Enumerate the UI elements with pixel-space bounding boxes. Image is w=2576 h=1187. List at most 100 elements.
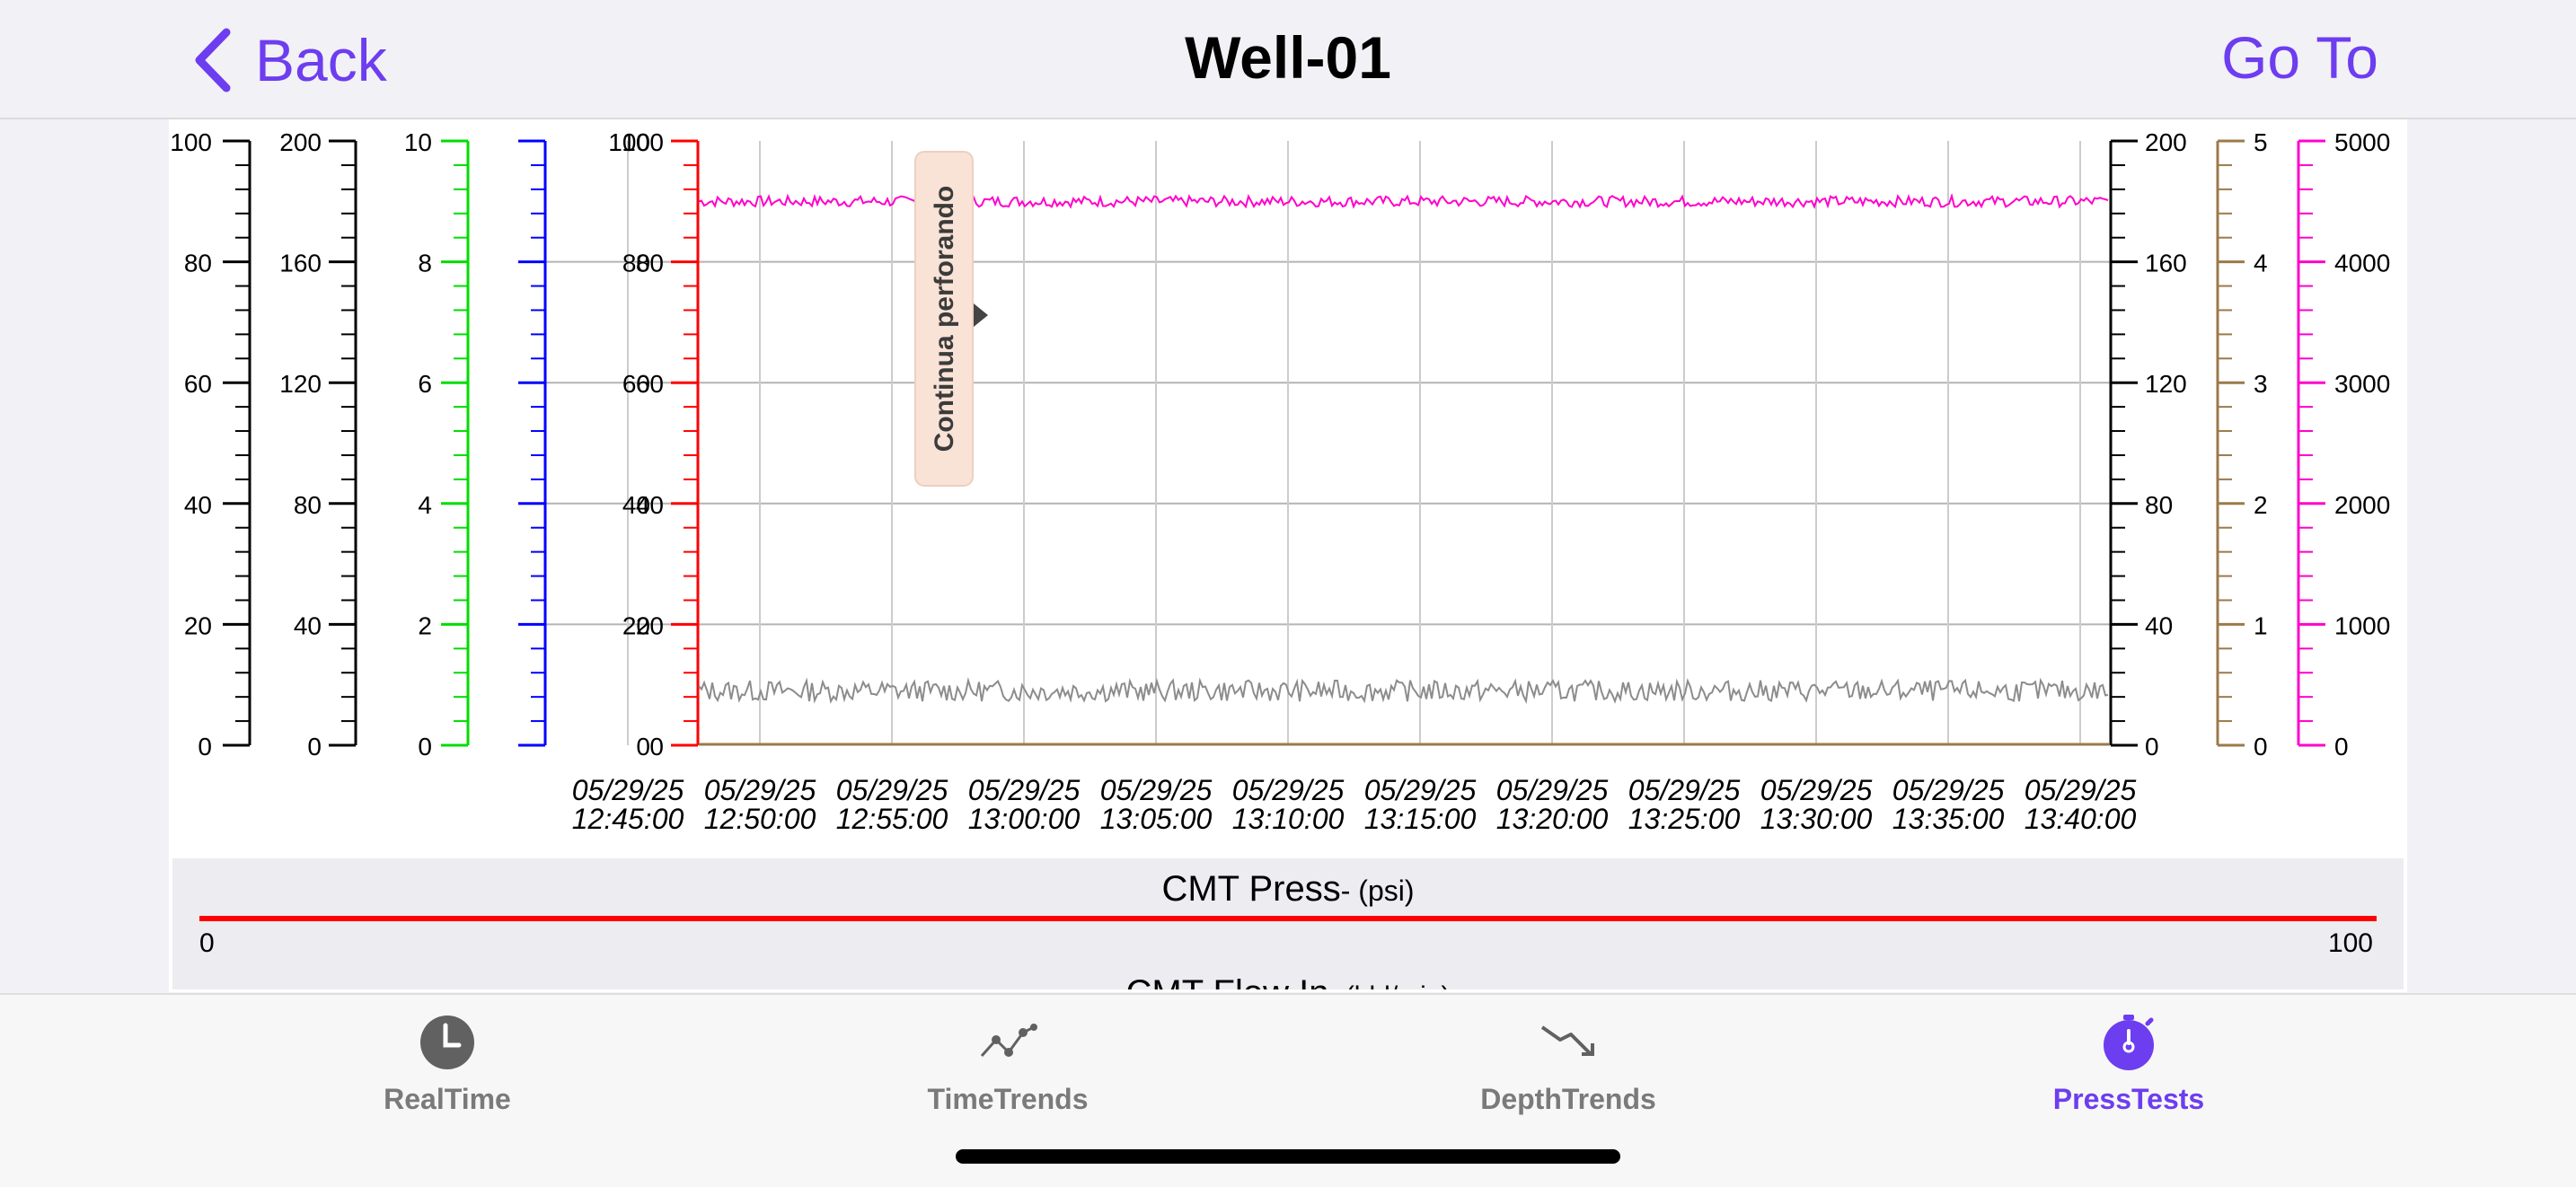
y-tick-label: 120 (2145, 370, 2187, 398)
y-tick-label: 3 (2254, 370, 2268, 398)
legend-item-name-2: CMT Flow In (1126, 973, 1329, 989)
stopwatch-icon (2104, 1015, 2154, 1070)
x-tick-date: 05/29/25 (1892, 774, 2005, 806)
chevron-left-icon (195, 28, 231, 92)
x-tick-time: 13:20:00 (1496, 803, 1609, 835)
y-tick-label: 2000 (2334, 491, 2390, 519)
y-tick-label: 0 (2145, 733, 2159, 761)
y-tick-label: 1000 (2334, 611, 2390, 639)
y-tick-label: 0 (198, 733, 212, 761)
y-tick-label: 8 (418, 250, 432, 277)
y-tick-label: 20 (184, 611, 212, 639)
trend-down-icon (1540, 1025, 1594, 1056)
tab-realtime[interactable]: RealTime (313, 1013, 582, 1116)
legend-item-unit-2: - (bbl/min) (1328, 981, 1450, 989)
y-tick-label: 200 (2145, 128, 2187, 156)
tab-presstests[interactable]: PressTests (1994, 1013, 2263, 1116)
tab-label: RealTime (384, 1083, 511, 1115)
y-tick-label: 2 (418, 611, 432, 639)
x-tick-time: 13:35:00 (1892, 803, 2005, 835)
y-tick-label: 0 (649, 733, 664, 761)
x-tick-time: 13:25:00 (1628, 803, 1741, 835)
tab-label: TimeTrends (927, 1083, 1089, 1115)
clock-icon (420, 1016, 474, 1069)
x-tick-date: 05/29/25 (836, 774, 948, 806)
annotation-pointer (974, 303, 988, 327)
x-tick-time: 13:40:00 (2025, 803, 2137, 835)
x-tick-time: 13:05:00 (1100, 803, 1213, 835)
x-tick-date: 05/29/25 (1628, 774, 1741, 806)
y-tick-label: 200 (279, 128, 322, 156)
legend-min-value: 0 (199, 928, 215, 958)
x-tick-date: 05/29/25 (1100, 774, 1213, 806)
go-to-button[interactable]: Go To (2221, 24, 2378, 91)
y-tick-label: 60 (184, 370, 212, 398)
y-tick-label: 10 (404, 128, 432, 156)
x-tick-time: 13:15:00 (1364, 803, 1477, 835)
line-chart-icon (980, 1024, 1037, 1057)
x-tick-date: 05/29/25 (2025, 774, 2137, 806)
y-tick-label: 100 (608, 128, 650, 156)
x-tick-time: 13:00:00 (968, 803, 1081, 835)
series-line-gray (698, 676, 2109, 705)
y-tick-label: 40 (2145, 611, 2173, 639)
back-button[interactable]: Back (190, 20, 387, 101)
tab-timetrends[interactable]: TimeTrends (873, 1013, 1142, 1116)
y-tick-label: 20 (636, 611, 664, 639)
y-tick-label: 4 (418, 491, 432, 519)
y-tick-label: 80 (2145, 491, 2173, 519)
legend-item-title-2: CMT Flow In- (bbl/min) (172, 973, 2404, 989)
y-tick-label: 60 (636, 370, 664, 398)
legend-max-value: 100 (2327, 928, 2373, 958)
y-tick-label: 80 (184, 250, 212, 277)
y-tick-label: 4000 (2334, 250, 2390, 277)
legend-color-bar (199, 916, 2377, 921)
x-tick-time: 12:50:00 (704, 803, 816, 835)
x-tick-time: 12:55:00 (836, 803, 948, 835)
x-tick-date: 05/29/25 (572, 774, 684, 806)
x-tick-date: 05/29/25 (1496, 774, 1609, 806)
time-trend-chart[interactable]: 05/29/2512:45:0005/29/2512:50:0005/29/25… (169, 119, 2407, 992)
legend-item-name: CMT Press (1161, 869, 1341, 909)
y-tick-label: 100 (622, 128, 664, 156)
legend-item-title: CMT Press- (psi) (172, 869, 2404, 910)
x-tick-date: 05/29/25 (704, 774, 816, 806)
y-tick-label: 80 (294, 491, 322, 519)
chart-panel: 05/29/25 12:45:00 05/29/25 12:50:00 05/29/25… (169, 119, 2407, 992)
x-tick-time: 13:10:00 (1232, 803, 1345, 835)
y-tick-label: 40 (622, 491, 650, 519)
page-title: Well-01 (1185, 24, 1391, 91)
y-tick-label: 120 (279, 370, 322, 398)
tab-label: PressTests (2052, 1083, 2205, 1115)
tab-label: DepthTrends (1480, 1083, 1656, 1115)
annotation-label: Continua perforando (930, 186, 959, 453)
y-tick-label: 40 (184, 491, 212, 519)
x-tick-time: 13:30:00 (1760, 803, 1873, 835)
x-tick-date: 05/29/25 (968, 774, 1081, 806)
back-label: Back (255, 27, 387, 93)
y-tick-label: 1 (2254, 611, 2268, 639)
y-tick-label: 0 (307, 733, 322, 761)
tab-depthtrends[interactable]: DepthTrends (1434, 1013, 1703, 1116)
home-indicator (956, 1149, 1620, 1164)
series-line-pink (698, 192, 2109, 209)
annotation-box (914, 151, 974, 487)
legend-item-unit: - (psi) (1340, 875, 1415, 907)
y-tick-label: 80 (636, 250, 664, 277)
y-tick-label: 4 (2254, 250, 2268, 277)
y-tick-label: 0 (636, 733, 650, 761)
x-tick-time: 12:45:00 (572, 803, 684, 835)
y-tick-label: 2 (2254, 491, 2268, 519)
y-tick-label: 5 (2254, 128, 2268, 156)
y-tick-label: 60 (622, 370, 650, 398)
y-tick-label: 160 (2145, 250, 2187, 277)
y-tick-label: 160 (279, 250, 322, 277)
y-tick-label: 40 (294, 611, 322, 639)
y-tick-label: 20 (622, 611, 650, 639)
y-tick-label: 0 (2334, 733, 2349, 761)
navigation-bar: Back Well-01 Go To (0, 0, 2576, 119)
y-tick-label: 0 (418, 733, 432, 761)
y-tick-label: 0 (2254, 733, 2268, 761)
y-tick-label: 5000 (2334, 128, 2390, 156)
x-tick-date: 05/29/25 (1232, 774, 1345, 806)
